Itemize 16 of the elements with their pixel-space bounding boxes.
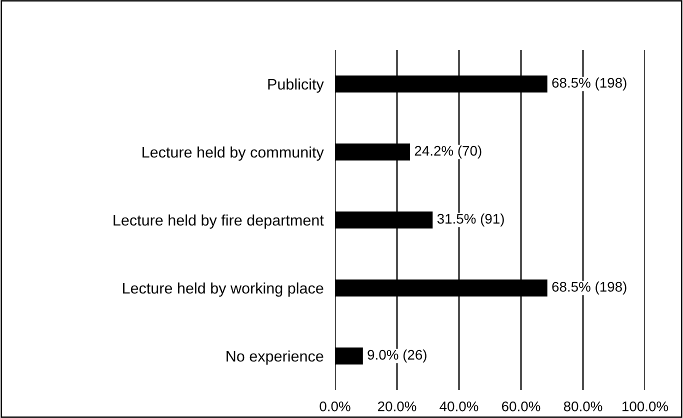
data-label: 9.0% (26) xyxy=(368,350,426,362)
y-tick-label: Lecture held by working place xyxy=(123,282,324,297)
data-label: 24.2% (70) xyxy=(414,146,482,158)
y-tick-label: No experience xyxy=(226,350,324,365)
x-tick-label: 0.0% xyxy=(320,401,350,412)
data-label: 68.5% (198) xyxy=(552,282,626,294)
data-label: 68.5% (198) xyxy=(552,78,626,90)
x-tick-label: 60.0% xyxy=(502,401,540,412)
y-tick-label: Publicity xyxy=(268,78,324,93)
x-tick-label: 80.0% xyxy=(564,401,602,412)
y-tick-label: Lecture held by community xyxy=(142,146,324,161)
data-label: 31.5% (91) xyxy=(437,214,504,226)
y-tick-label: Lecture held by fire department xyxy=(114,214,324,229)
x-tick-label: 40.0% xyxy=(440,401,478,412)
x-tick-label: 20.0% xyxy=(378,401,416,412)
x-tick-label: 100.0% xyxy=(622,401,668,412)
